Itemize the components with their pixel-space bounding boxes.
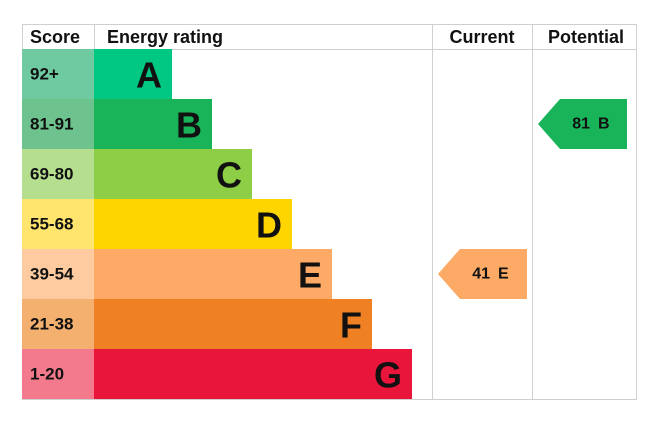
- score-label: 69-80: [30, 165, 73, 184]
- current-pointer: [438, 249, 527, 299]
- rating-bar: [94, 99, 212, 149]
- rating-letter: A: [136, 55, 162, 96]
- score-cell: [22, 249, 94, 299]
- score-cell: [22, 99, 94, 149]
- score-cell: [22, 349, 94, 399]
- score-cell: [22, 49, 94, 99]
- score-label: 92+: [30, 65, 59, 84]
- current-value: 41: [472, 266, 490, 283]
- current-letter: E: [498, 266, 509, 283]
- score-cell: [22, 149, 94, 199]
- potential-pointer: [538, 99, 627, 149]
- potential-letter: B: [598, 116, 610, 133]
- score-label: 21-38: [30, 315, 73, 334]
- score-label: 1-20: [30, 365, 64, 384]
- score-label: 39-54: [30, 265, 74, 284]
- rating-letter: B: [176, 105, 202, 146]
- score-label: 55-68: [30, 215, 73, 234]
- rating-letter: G: [374, 355, 402, 396]
- header-potential: Potential: [548, 27, 624, 47]
- rating-letter: E: [298, 255, 322, 296]
- rating-bar: [94, 299, 372, 349]
- rating-letter: D: [256, 205, 282, 246]
- score-cell: [22, 299, 94, 349]
- rating-letter: C: [216, 155, 242, 196]
- score-cell: [22, 199, 94, 249]
- rating-bar: [94, 199, 292, 249]
- rating-bar: [94, 149, 252, 199]
- header-score: Score: [30, 27, 80, 47]
- rating-letter: F: [340, 305, 362, 346]
- rating-bar: [94, 349, 412, 399]
- rating-bar: [94, 249, 332, 299]
- rating-bar: [94, 49, 172, 99]
- potential-value: 81: [572, 116, 590, 133]
- header-rating: Energy rating: [107, 27, 223, 47]
- score-label: 81-91: [30, 115, 73, 134]
- header-current: Current: [449, 27, 514, 47]
